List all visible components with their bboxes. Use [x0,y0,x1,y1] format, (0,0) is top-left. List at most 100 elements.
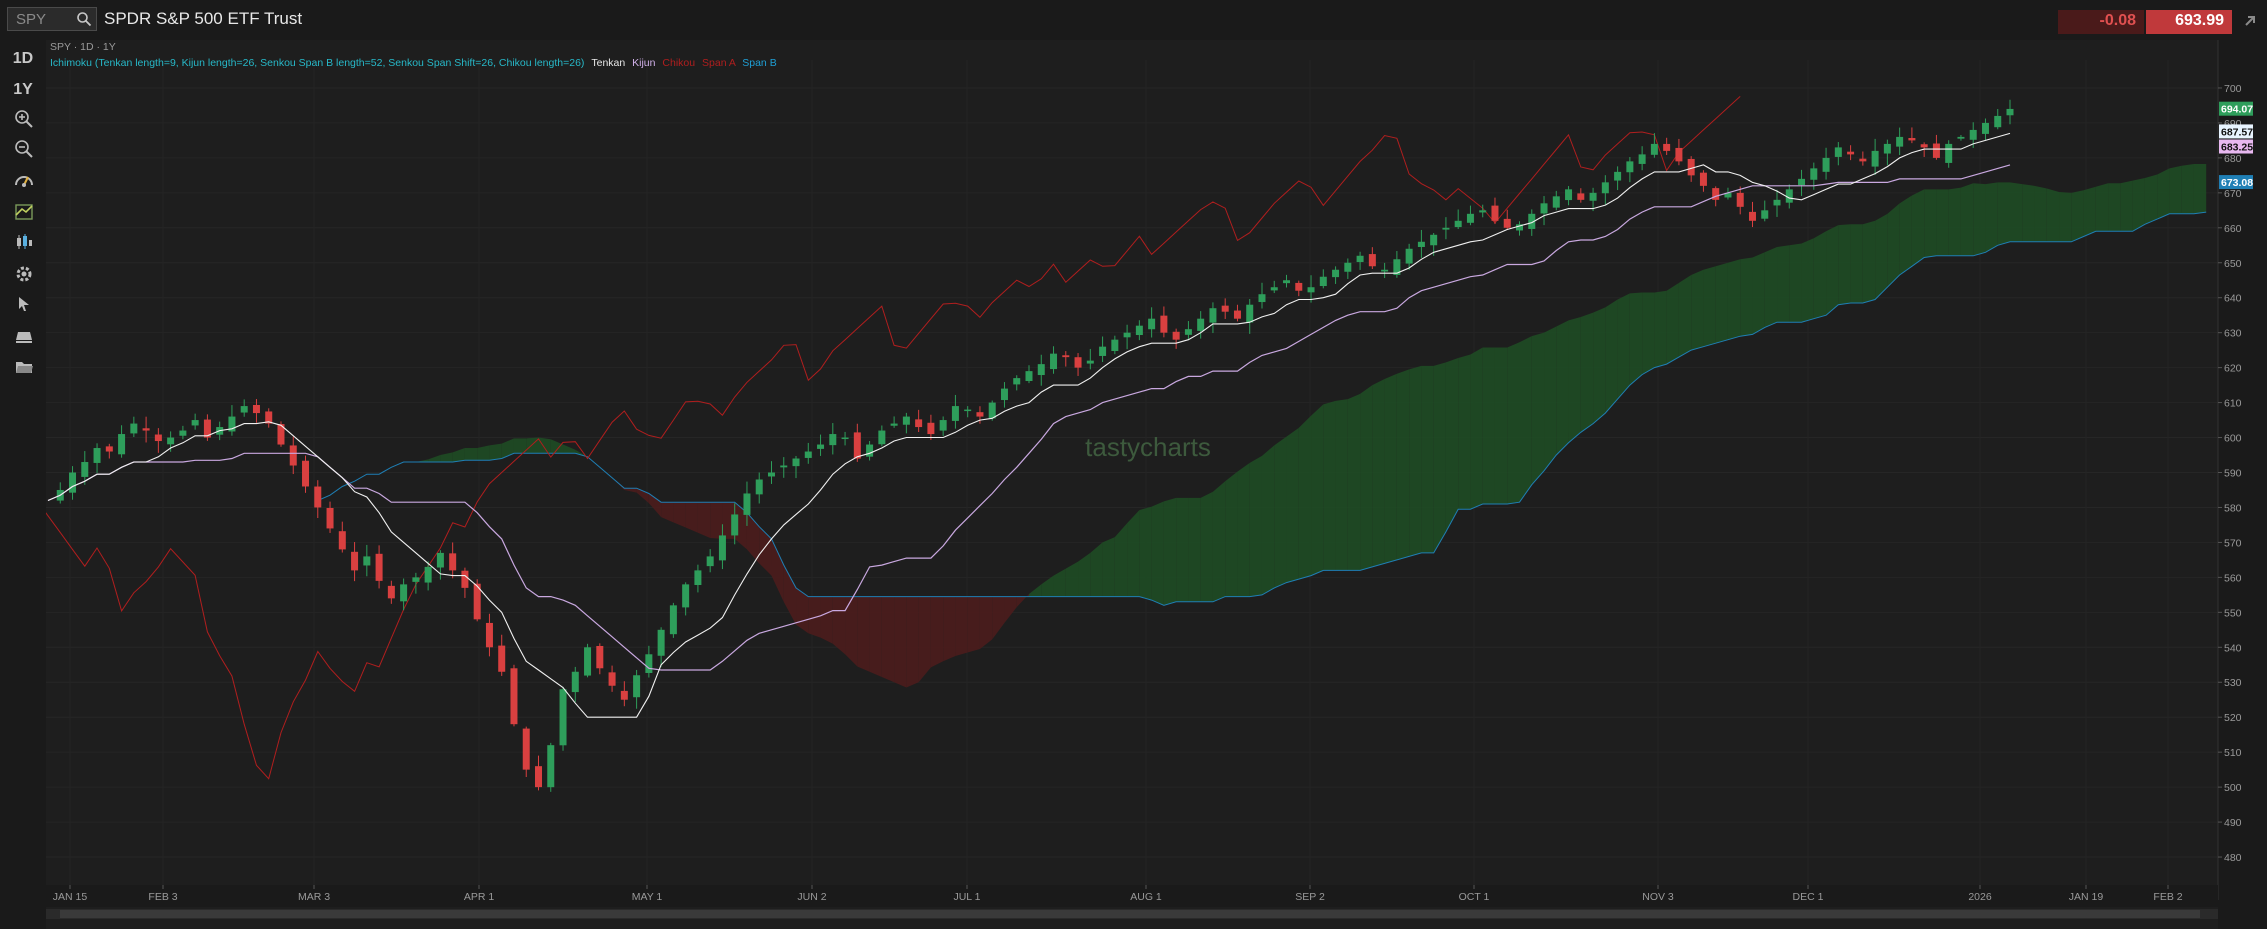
candle-body [718,535,726,561]
range-1y-button[interactable]: 1Y [13,81,33,98]
pop-out-icon[interactable] [2240,11,2262,33]
y-tick-label: 700 [2224,83,2242,95]
candle-body [1258,294,1266,303]
study-legend: Ichimoku (Tenkan length=9, Kijun length=… [50,57,777,69]
timeframe-1d-button[interactable]: 1D [12,50,34,67]
candle-body [1859,158,1867,162]
legend-kijun: Kijun [632,57,656,69]
cloud-segment [2010,182,2023,242]
ichimoku-icon[interactable] [14,202,34,222]
time-scrollbar-thumb [60,910,2200,918]
cloud-segment [1311,404,1324,576]
candle-body [596,645,604,669]
y-tick-label: 590 [2224,468,2242,480]
candle-body [191,420,199,426]
studies-icon[interactable] [14,171,34,191]
cloud-segment [1200,491,1213,602]
candle-body [363,556,371,566]
cloud-segment [1703,266,1716,347]
candle-body [1123,332,1131,338]
cloud-segment [845,596,858,667]
candle-body [559,689,567,746]
candle-body [1724,192,1732,198]
cloud-segment [2059,191,2072,242]
candle-body [620,690,628,700]
zoom-out-icon[interactable] [14,139,34,159]
cloud-segment [1372,378,1385,567]
candle-body [351,551,359,571]
cloud-segment [820,596,833,644]
candle-body [915,419,923,428]
y-tick-label: 620 [2224,363,2242,375]
y-tick-label: 670 [2224,188,2242,200]
cloud-segment [1102,537,1115,597]
cloud-segment [1519,336,1532,503]
candle-body [1945,143,1953,163]
symbol-search-placeholder: SPY [16,11,47,28]
cloud-segment [1237,462,1250,597]
candles-icon[interactable] [14,232,34,252]
symbol-search-input[interactable]: SPY [7,7,97,31]
candle-body [694,570,702,585]
layers-icon[interactable] [14,326,34,346]
candle-body [780,465,788,468]
candle-body [1540,203,1548,214]
zoom-in-icon[interactable] [14,109,34,129]
candle-body [1687,158,1695,176]
cloud-segment [1261,445,1275,595]
candle-body [1135,325,1143,336]
price-label-last: 694.07 [2221,104,2253,116]
candle-body [1430,234,1438,246]
search-icon[interactable] [76,11,92,27]
cloud-segment [464,448,478,461]
cloud-segment [2034,185,2047,242]
price-label-bg [2219,124,2253,139]
candle-body [498,645,506,672]
chart-area[interactable]: tastycharts 700 690 680 670 660 650 640 630 620 6… [46,40,2267,929]
cloud-segment [2095,183,2109,232]
candle-body [1908,137,1916,141]
price-chart[interactable]: tastycharts 7006906806706606506406306206… [46,40,2267,929]
cloud-segment [1580,312,1594,433]
cloud-segment [1911,189,1925,267]
cloud-segment [1997,182,2010,246]
price-labels: 694.07 687.57 683.25 673.08 [2219,101,2253,190]
candle-body [1454,220,1462,228]
candle-body [1822,157,1830,172]
cloud-segment [1666,282,1679,365]
candle-body [1209,308,1217,323]
x-tick-label: NOV 3 [1642,891,1674,903]
candle-body [118,434,126,455]
cloud-segment [1470,347,1483,510]
price-label-bg [2219,175,2253,190]
y-tick-label: 580 [2224,502,2242,514]
cloud-segment [1323,400,1336,571]
candle-body [743,493,751,515]
candle-body [1148,318,1156,330]
cloud-segment [1568,316,1581,443]
chart-grid [46,60,2218,885]
cloud-segment [661,502,674,523]
cloud-segment [1053,568,1066,597]
folder-icon[interactable] [14,357,34,377]
candle-body [142,428,150,431]
settings-icon[interactable] [14,264,34,284]
cloud-segment [1801,238,1814,323]
candle-body [829,434,837,446]
cloud-segment [1188,497,1201,602]
cloud-segment [930,596,944,668]
candle-body [584,647,592,676]
candle-body [657,629,665,656]
cloud-segment [1642,292,1655,375]
candle-body [1025,371,1033,382]
candle-body [1969,129,1977,140]
cursor-icon[interactable] [14,294,34,314]
candle-body [522,728,530,770]
cloud-segment [881,596,895,683]
cloud-segment [710,502,723,539]
x-tick-label: DEC 1 [1793,891,1824,903]
cloud-segment [1629,292,1643,386]
candle-body [1810,168,1818,180]
cloud-segment [869,596,882,678]
candle-body [1295,282,1303,291]
